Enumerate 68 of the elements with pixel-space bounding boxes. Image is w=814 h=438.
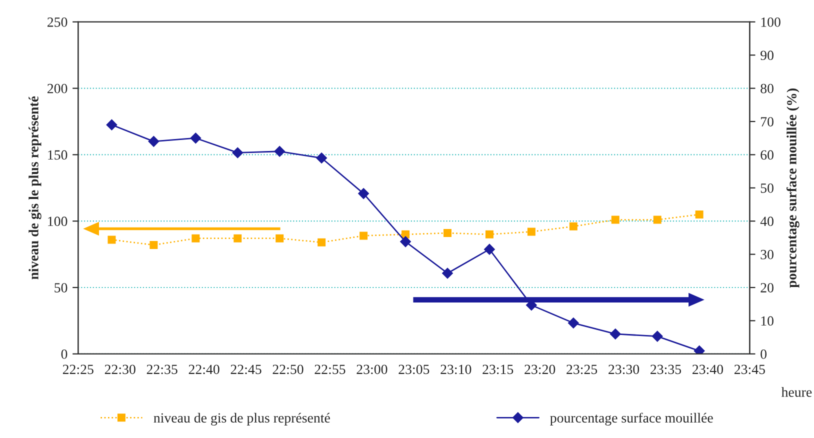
x-tick-label: 22:50 <box>272 364 304 374</box>
y2-tick-label: 20 <box>760 283 774 292</box>
x-tick-label: 23:10 <box>440 364 472 374</box>
point <box>444 229 452 238</box>
x-tick-label: 23:25 <box>566 364 598 374</box>
x-tick-label: 23:20 <box>524 364 556 374</box>
x-tick-label: 22:35 <box>146 364 178 374</box>
point <box>232 147 244 158</box>
y2-tick-label: 50 <box>760 183 774 193</box>
y2-tick-label: 90 <box>760 50 774 60</box>
y2-axis-title: pourcentage surface mouillée (%) <box>786 88 800 288</box>
point <box>108 236 116 244</box>
y-tick-label: 50 <box>54 283 68 292</box>
point <box>653 216 662 224</box>
point <box>611 216 620 224</box>
legend-label: pourcentage surface mouillée <box>550 412 713 426</box>
y-tick-label: 0 <box>61 349 68 359</box>
point <box>316 152 328 164</box>
y2-tick-label: 40 <box>760 216 774 226</box>
y2-tick-label: 0 <box>760 349 767 359</box>
point <box>610 328 621 340</box>
x-tick-label: 23:05 <box>398 364 430 374</box>
point <box>192 234 200 242</box>
point <box>695 210 704 218</box>
x-tick-label: 23:40 <box>692 364 724 374</box>
x-tick-label: 23:15 <box>482 364 514 374</box>
legend-label: niveau de gis de plus représenté <box>154 412 330 426</box>
point <box>276 234 284 242</box>
point <box>234 234 242 242</box>
x-tick-label: 22:30 <box>104 364 136 374</box>
x-tick-label: 23:45 <box>734 364 765 374</box>
point <box>106 119 118 130</box>
point <box>568 318 579 328</box>
point <box>318 238 326 246</box>
point <box>569 222 578 230</box>
y2-tick-label: 10 <box>761 316 774 326</box>
x-tick-label: 23:30 <box>608 364 640 374</box>
point <box>358 188 369 199</box>
y-tick-label: 250 <box>48 17 68 27</box>
point <box>148 136 160 147</box>
x-tick-label: 22:25 <box>62 364 94 374</box>
x-axis-title: heure <box>781 387 812 397</box>
point <box>190 132 202 144</box>
point <box>442 268 453 279</box>
x-tick-label: 22:45 <box>230 364 262 374</box>
point <box>150 241 158 249</box>
x-tick-label: 23:35 <box>650 364 682 374</box>
y2-tick-label: 80 <box>760 84 774 94</box>
y-tick-label: 100 <box>48 216 68 226</box>
point <box>694 345 705 354</box>
point <box>402 230 410 238</box>
y2-tick-label: 100 <box>761 17 780 27</box>
y-axis-title: niveau de gis le plus représenté <box>28 96 42 280</box>
y2-tick-label: 30 <box>760 250 774 260</box>
y2-tick-label: 70 <box>761 117 774 126</box>
x-tick-label: 22:40 <box>188 364 220 374</box>
y-tick-label: 150 <box>48 150 68 160</box>
point <box>485 230 494 238</box>
x-tick-label: 22:55 <box>314 364 346 374</box>
point <box>274 146 286 157</box>
point <box>360 232 368 240</box>
x-tick-label: 23:00 <box>356 364 388 374</box>
point <box>652 330 663 342</box>
point <box>400 236 411 248</box>
y-tick-label: 200 <box>48 84 68 94</box>
y2-tick-label: 60 <box>760 150 774 160</box>
point <box>527 228 536 236</box>
point <box>484 244 495 255</box>
